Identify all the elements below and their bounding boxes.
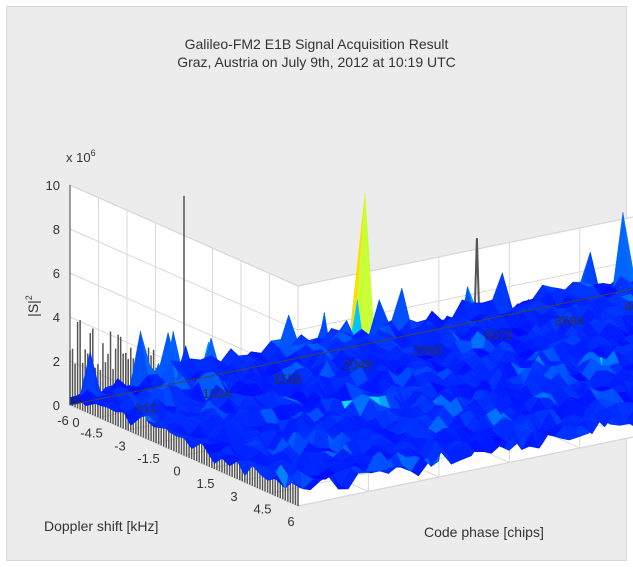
z-tick-label: 6: [53, 266, 60, 281]
y-tick-label: -1.5: [137, 451, 159, 466]
surface-cell: [622, 212, 633, 283]
x-tick-label: 3072: [484, 328, 513, 343]
chart-title-line-2: Graz, Austria on July 9th, 2012 at 10:19…: [177, 54, 456, 70]
x-tick-label: 2560: [414, 342, 443, 357]
z-tick-label: 10: [46, 178, 60, 193]
axis-line: [69, 288, 633, 406]
y-tick-label: 0: [173, 464, 180, 479]
x-tick-label: 3584: [555, 313, 584, 328]
y-tick-label: 1.5: [196, 476, 214, 491]
z-tick-labels: 0 2 4 6 8 10: [46, 178, 60, 413]
x-tick-label: 0: [72, 415, 79, 430]
z-tick-label: 8: [53, 222, 60, 237]
x-tick-label: 2048: [343, 357, 372, 372]
y-tick-label: 3: [230, 489, 237, 504]
x-tick-label: 4092: [625, 299, 633, 314]
x-tick-label: 512: [136, 400, 158, 415]
y-tick-labels: 6 4.5 3 1.5 0 -1.5 -3 -4.5 -6: [57, 413, 294, 529]
x-tick-labels: 0 512 1024 1536 2048 2560 3072 3584 4092: [72, 299, 633, 430]
z-multiplier: x 106: [66, 148, 96, 165]
x-tick-label: 1536: [273, 371, 302, 386]
x-tick-label: 1024: [202, 386, 231, 401]
z-tick-label: 4: [53, 310, 60, 325]
y-tick-label: -4.5: [80, 426, 102, 441]
z-tick-label: 0: [53, 398, 60, 413]
y-tick-label: -3: [114, 438, 126, 453]
z-tick-label: 2: [53, 354, 60, 369]
chart-title-line-1: Galileo-FM2 E1B Signal Acquisition Resul…: [184, 36, 449, 52]
y-tick-label: -6: [57, 413, 69, 428]
y-tick-label: 4.5: [253, 501, 271, 516]
y-axis-label: Doppler shift [kHz]: [44, 518, 158, 534]
y-tick-label: 6: [287, 514, 294, 529]
axis-lines: [69, 185, 633, 406]
x-axis-label: Code phase [chips]: [424, 524, 544, 540]
correlation-surface: [69, 194, 633, 491]
z-axis-label: |S|2: [24, 295, 41, 317]
